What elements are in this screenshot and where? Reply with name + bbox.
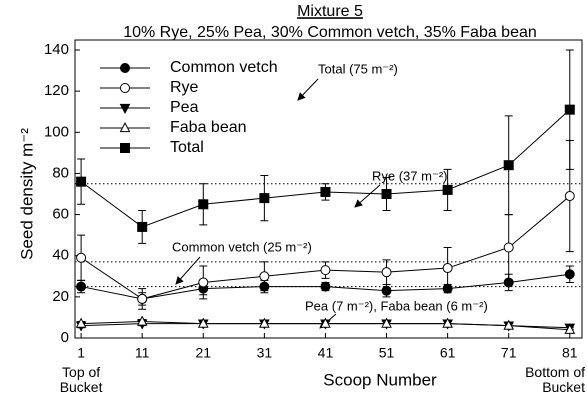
x-end-label: Top of Bucket	[60, 364, 103, 395]
plot-frame	[74, 39, 583, 339]
annotation-arrow	[354, 184, 381, 208]
marker	[119, 103, 131, 115]
marker	[503, 242, 514, 253]
marker	[564, 104, 575, 115]
marker	[381, 317, 392, 328]
legend-item: Pea	[100, 99, 199, 116]
y-tick-label: 120	[44, 82, 69, 99]
marker	[259, 193, 270, 204]
legend-label: Rye	[170, 79, 199, 96]
marker	[137, 293, 148, 304]
marker	[564, 191, 575, 202]
y-tick-label: 0	[61, 329, 69, 346]
y-tick-label: 100	[44, 123, 69, 140]
x-axis-label: Scoop Number	[323, 370, 437, 389]
legend-label: Common vetch	[170, 59, 278, 76]
marker	[120, 143, 130, 153]
y-tick-label: 140	[44, 41, 69, 58]
x-tick-label: 61	[440, 345, 456, 361]
marker	[442, 184, 453, 195]
y-axis-label: Seed density m⁻²	[17, 128, 36, 260]
annotation: Pea (7 m⁻²), Faba bean (6 m⁻²)	[305, 298, 488, 313]
marker	[137, 221, 148, 232]
marker	[503, 319, 515, 330]
marker	[381, 267, 392, 278]
annotation: Common vetch (25 m⁻²)	[172, 239, 312, 254]
x-tick-label: 51	[379, 345, 395, 361]
legend-label: Faba bean	[170, 119, 247, 136]
marker	[198, 199, 209, 210]
marker	[381, 285, 392, 296]
legend-label: Pea	[170, 99, 199, 116]
legend-item: Rye	[100, 79, 199, 96]
marker	[119, 121, 131, 133]
x-tick-label: 11	[135, 345, 150, 361]
marker	[564, 323, 576, 334]
marker	[320, 186, 331, 197]
marker	[503, 160, 514, 171]
series-line	[80, 109, 571, 228]
annotation: Rye (37 m⁻²)	[372, 168, 447, 183]
annotation-arrow	[175, 256, 201, 285]
marker	[136, 315, 148, 326]
marker	[197, 317, 209, 328]
y-tick-label: 60	[52, 206, 69, 223]
x-tick-label: 41	[318, 345, 334, 361]
annotation: Total (75 m⁻²)	[318, 61, 398, 76]
chart-title: Mixture 5	[297, 3, 363, 20]
x-tick-label: 1	[77, 345, 85, 361]
y-tick-label: 20	[52, 288, 69, 305]
y-tick-label: 80	[52, 164, 69, 181]
marker	[259, 317, 270, 328]
x-tick-label: 71	[501, 345, 517, 361]
x-end-label: Bottom of Bucket	[525, 364, 585, 395]
legend-item: Common vetch	[100, 59, 278, 76]
x-tick-label: 81	[562, 345, 578, 361]
legend-label: Total	[170, 139, 204, 156]
marker	[320, 265, 331, 276]
marker	[75, 317, 87, 328]
y-tick-label: 40	[52, 247, 69, 264]
marker	[76, 176, 87, 187]
x-tick-label: 21	[195, 345, 211, 361]
marker	[76, 252, 87, 263]
marker	[320, 281, 331, 292]
marker	[76, 281, 87, 292]
marker	[381, 189, 392, 199]
legend-item: Total	[100, 139, 204, 156]
marker	[120, 83, 130, 93]
marker	[320, 317, 331, 328]
marker	[120, 63, 130, 73]
chart-subtitle: 10% Rye, 25% Pea, 30% Common vetch, 35% …	[123, 24, 537, 41]
marker	[442, 317, 453, 328]
marker	[564, 269, 575, 280]
marker	[198, 277, 209, 288]
annotation-arrow	[297, 78, 319, 101]
legend-item: Faba bean	[100, 119, 247, 136]
marker	[259, 271, 270, 282]
x-tick-label: 31	[257, 345, 273, 361]
marker	[442, 263, 453, 274]
